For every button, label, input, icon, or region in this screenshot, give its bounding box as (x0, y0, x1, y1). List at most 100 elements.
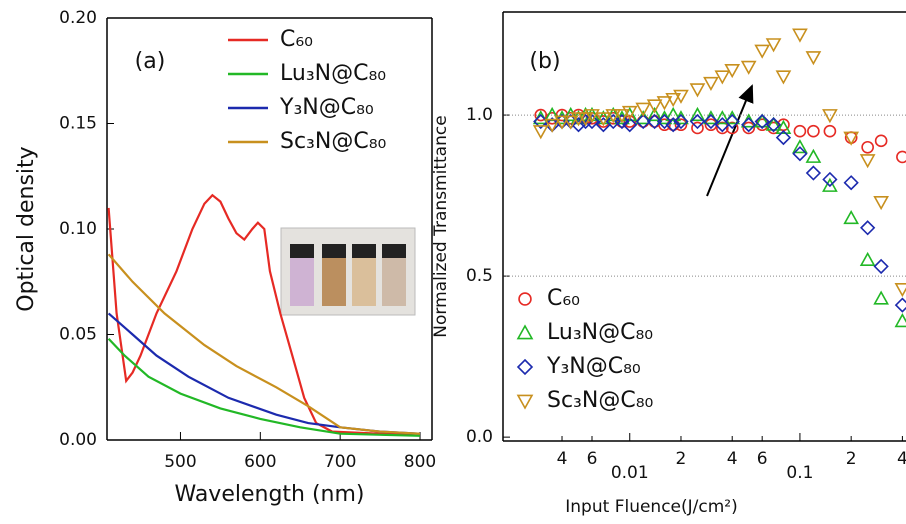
data-point (822, 171, 838, 188)
data-point (859, 154, 876, 169)
data-point (656, 113, 673, 130)
data-point (623, 115, 637, 128)
series-line (107, 312, 421, 435)
data-point (635, 102, 652, 117)
data-point (805, 51, 822, 66)
data-point (635, 113, 651, 130)
legend-swatch (518, 292, 532, 306)
plot-area (107, 193, 421, 437)
data-point (792, 28, 808, 43)
legend-swatch (516, 394, 534, 410)
data-point (714, 70, 731, 85)
x-tick-label: 2 (676, 449, 687, 469)
y-tick-label: 0.15 (59, 114, 97, 134)
y-tick-label: 0.20 (59, 8, 97, 28)
data-point (741, 117, 757, 133)
arrow (706, 84, 754, 197)
data-point (689, 83, 706, 98)
y-axis-label: Optical density (14, 146, 39, 311)
data-point (792, 146, 808, 162)
x-tick-label: 0.01 (611, 463, 649, 483)
data-point (665, 117, 681, 133)
data-point (859, 251, 876, 266)
data-point (805, 165, 822, 181)
data-point (765, 116, 782, 131)
data-point (584, 113, 600, 130)
x-tick-label: 2 (846, 449, 857, 469)
data-point (724, 63, 741, 79)
data-point (861, 140, 874, 154)
legend-label: Y₃N@C₈₀ (279, 95, 374, 120)
y-tick-label: 0.5 (466, 266, 493, 286)
data-point (703, 76, 719, 92)
y-axis-label: Normalized Transmittance (431, 115, 451, 337)
x-tick-label: 700 (324, 452, 356, 472)
data-point (673, 113, 689, 130)
data-point (742, 121, 756, 135)
data-point (754, 44, 771, 59)
data-point (534, 108, 548, 122)
y-tick-label: 0.0 (466, 427, 493, 447)
data-point (822, 109, 838, 124)
data-point (894, 313, 906, 328)
x-tick-label: 6 (757, 449, 768, 469)
inset-photo (280, 227, 416, 316)
data-point (622, 117, 638, 133)
x-axis-label: Wavelength (nm) (174, 482, 364, 507)
data-point (689, 113, 706, 130)
data-point (716, 121, 729, 135)
data-point (577, 112, 594, 127)
data-point (605, 109, 622, 124)
data-point (805, 148, 822, 163)
data-point (614, 109, 630, 124)
data-point (614, 113, 630, 130)
panel: 0.00 0.05 0.10 0.15 0.20 500 600 700 800 (a) Wavel… (14, 8, 436, 507)
data-point (689, 106, 706, 122)
data-point (765, 117, 782, 133)
y-tick-label: 1.0 (466, 105, 493, 125)
panel: 0.00.51.04 60.012 4 60.12 4(b)Input Fluence(… (431, 11, 906, 517)
data-point (714, 110, 731, 125)
series-line (107, 253, 421, 435)
data-point (562, 106, 579, 122)
data-point (754, 113, 771, 128)
data-point (595, 112, 612, 127)
legend-label: C₆₀ (280, 27, 313, 52)
data-point (691, 121, 704, 135)
x-tick-label: 4 (897, 449, 906, 469)
data-point (646, 113, 663, 130)
data-point (823, 124, 837, 138)
data-point (656, 96, 673, 111)
legend-label: Lu₃N@C₈₀ (280, 61, 386, 86)
x-tick-label: 600 (244, 452, 276, 472)
data-point (860, 220, 876, 236)
data-point (822, 177, 838, 192)
data-point (621, 105, 638, 120)
data-point (807, 124, 820, 138)
data-point (765, 38, 782, 53)
legend-label: Y₃N@C₈₀ (546, 354, 641, 379)
data-point (646, 106, 663, 122)
legend-label: Sc₃N@C₈₀ (547, 388, 654, 413)
legend-label: Sc₃N@C₈₀ (280, 129, 387, 154)
x-tick-label: 500 (164, 452, 196, 472)
data-point (740, 60, 757, 75)
x-tick-label: 4 (557, 449, 568, 469)
data-point (673, 89, 689, 104)
data-point (843, 209, 860, 225)
data-point (584, 109, 600, 124)
data-point (793, 124, 807, 138)
plot-area (532, 28, 906, 328)
data-point (874, 134, 888, 148)
y-tick-label: 0.00 (59, 430, 97, 450)
data-point (775, 129, 792, 146)
data-point (775, 119, 792, 134)
data-point (873, 290, 889, 305)
panel-label: (b) (529, 49, 560, 74)
data-point (896, 150, 906, 164)
data-point (665, 106, 682, 122)
y-tick-label: 0.10 (59, 219, 97, 239)
x-tick-label: 4 (727, 449, 738, 469)
data-point (754, 113, 770, 130)
